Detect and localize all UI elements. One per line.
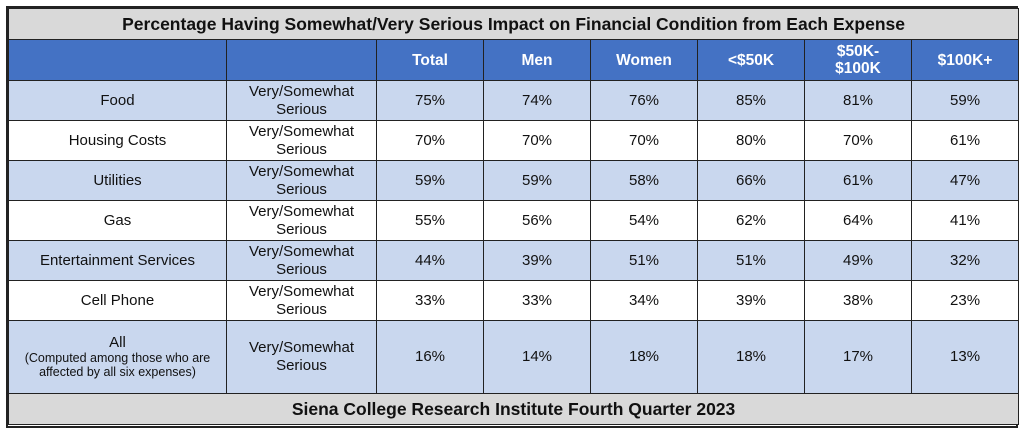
value-cell: 39% [483, 240, 591, 281]
column-header: Women [590, 39, 698, 81]
table-row: Gas Very/Somewhat Serious 55% 56% 54% 62% 64% 4… [8, 200, 1020, 241]
value-cell: 59% [910, 80, 1020, 121]
value-cell: 18% [697, 320, 805, 394]
row-label-text: Entertainment Services [39, 251, 196, 269]
column-header: <$50K [697, 39, 805, 81]
row-label: Housing Costs [8, 120, 227, 161]
value-cell: 16% [376, 320, 484, 394]
source-footer: Siena College Research Institute Fourth … [7, 393, 1020, 425]
value-cell: 74% [483, 80, 591, 121]
row-label-text: All [109, 334, 126, 351]
value-cell: 59% [483, 160, 591, 201]
value-cell: 14% [483, 320, 591, 394]
value-cell: 33% [376, 280, 484, 321]
row-label: Food [8, 80, 227, 121]
row-label-note: (Computed among those who are affected b… [24, 351, 211, 379]
row-label-text: Utilities [93, 171, 142, 189]
table-row: Cell Phone Very/Somewhat Serious 33% 33% 34%… [8, 280, 1020, 321]
row-label: All (Computed among those who are affecte… [8, 320, 227, 394]
column-header [8, 39, 227, 81]
value-cell: 32% [910, 240, 1020, 281]
value-cell: 75% [376, 80, 484, 121]
expense-impact-table: Percentage Having Somewhat/Very Serious … [7, 8, 1020, 425]
table-row: Food Very/Somewhat Serious 75% 74% 76% 85% 81%… [8, 80, 1020, 121]
value-cell: 70% [376, 120, 484, 161]
value-cell: 61% [804, 160, 912, 201]
row-label-text: Housing Costs [68, 131, 167, 149]
value-cell: 70% [483, 120, 591, 161]
value-cell: 47% [910, 160, 1020, 201]
row-label-text: Food [100, 91, 135, 109]
table-row: Utilities Very/Somewhat Serious 59% 59% 58% 6… [8, 160, 1020, 201]
column-header [226, 39, 377, 81]
value-cell: 41% [910, 200, 1020, 241]
table-title: Percentage Having Somewhat/Very Serious … [7, 8, 1020, 40]
header-row: Total Men Women <$50K $50K- $100K $100K+ [8, 39, 1020, 81]
response-cell: Very/Somewhat Serious [226, 240, 377, 281]
value-cell: 51% [590, 240, 698, 281]
table-row: Housing Costs Very/Somewhat Serious 70% 70%… [8, 120, 1020, 161]
row-label-text: Gas [103, 211, 132, 229]
column-header: $50K- $100K [804, 39, 912, 81]
response-cell: Very/Somewhat Serious [226, 320, 377, 394]
value-cell: 81% [804, 80, 912, 121]
value-cell: 64% [804, 200, 912, 241]
table-row: All (Computed among those who are affecte… [8, 320, 1020, 394]
value-cell: 66% [697, 160, 805, 201]
response-cell: Very/Somewhat Serious [226, 80, 377, 121]
value-cell: 34% [590, 280, 698, 321]
value-cell: 56% [483, 200, 591, 241]
value-cell: 49% [804, 240, 912, 281]
value-cell: 39% [697, 280, 805, 321]
value-cell: 38% [804, 280, 912, 321]
data-table-frame: Percentage Having Somewhat/Very Serious … [6, 6, 1020, 428]
value-cell: 80% [697, 120, 805, 161]
value-cell: 55% [376, 200, 484, 241]
response-cell: Very/Somewhat Serious [226, 200, 377, 241]
footer-row: Siena College Research Institute Fourth … [7, 393, 1020, 425]
row-label: Gas [8, 200, 227, 241]
value-cell: 17% [804, 320, 912, 394]
value-cell: 76% [590, 80, 698, 121]
value-cell: 13% [910, 320, 1020, 394]
value-cell: 33% [483, 280, 591, 321]
value-cell: 85% [697, 80, 805, 121]
row-label: Cell Phone [8, 280, 227, 321]
response-cell: Very/Somewhat Serious [226, 280, 377, 321]
response-cell: Very/Somewhat Serious [226, 160, 377, 201]
row-label: Entertainment Services [8, 240, 227, 281]
value-cell: 58% [590, 160, 698, 201]
value-cell: 51% [697, 240, 805, 281]
column-header: Men [483, 39, 591, 81]
value-cell: 23% [910, 280, 1020, 321]
row-label: Utilities [8, 160, 227, 201]
value-cell: 18% [590, 320, 698, 394]
value-cell: 70% [804, 120, 912, 161]
response-cell: Very/Somewhat Serious [226, 120, 377, 161]
value-cell: 70% [590, 120, 698, 161]
column-header: Total [376, 39, 484, 81]
title-row: Percentage Having Somewhat/Very Serious … [7, 8, 1020, 40]
value-cell: 62% [697, 200, 805, 241]
row-label-text: Cell Phone [80, 291, 155, 309]
value-cell: 61% [910, 120, 1020, 161]
value-cell: 44% [376, 240, 484, 281]
value-cell: 54% [590, 200, 698, 241]
column-header: $100K+ [910, 39, 1020, 81]
table-row: Entertainment Services Very/Somewhat Seri… [8, 240, 1020, 281]
value-cell: 59% [376, 160, 484, 201]
